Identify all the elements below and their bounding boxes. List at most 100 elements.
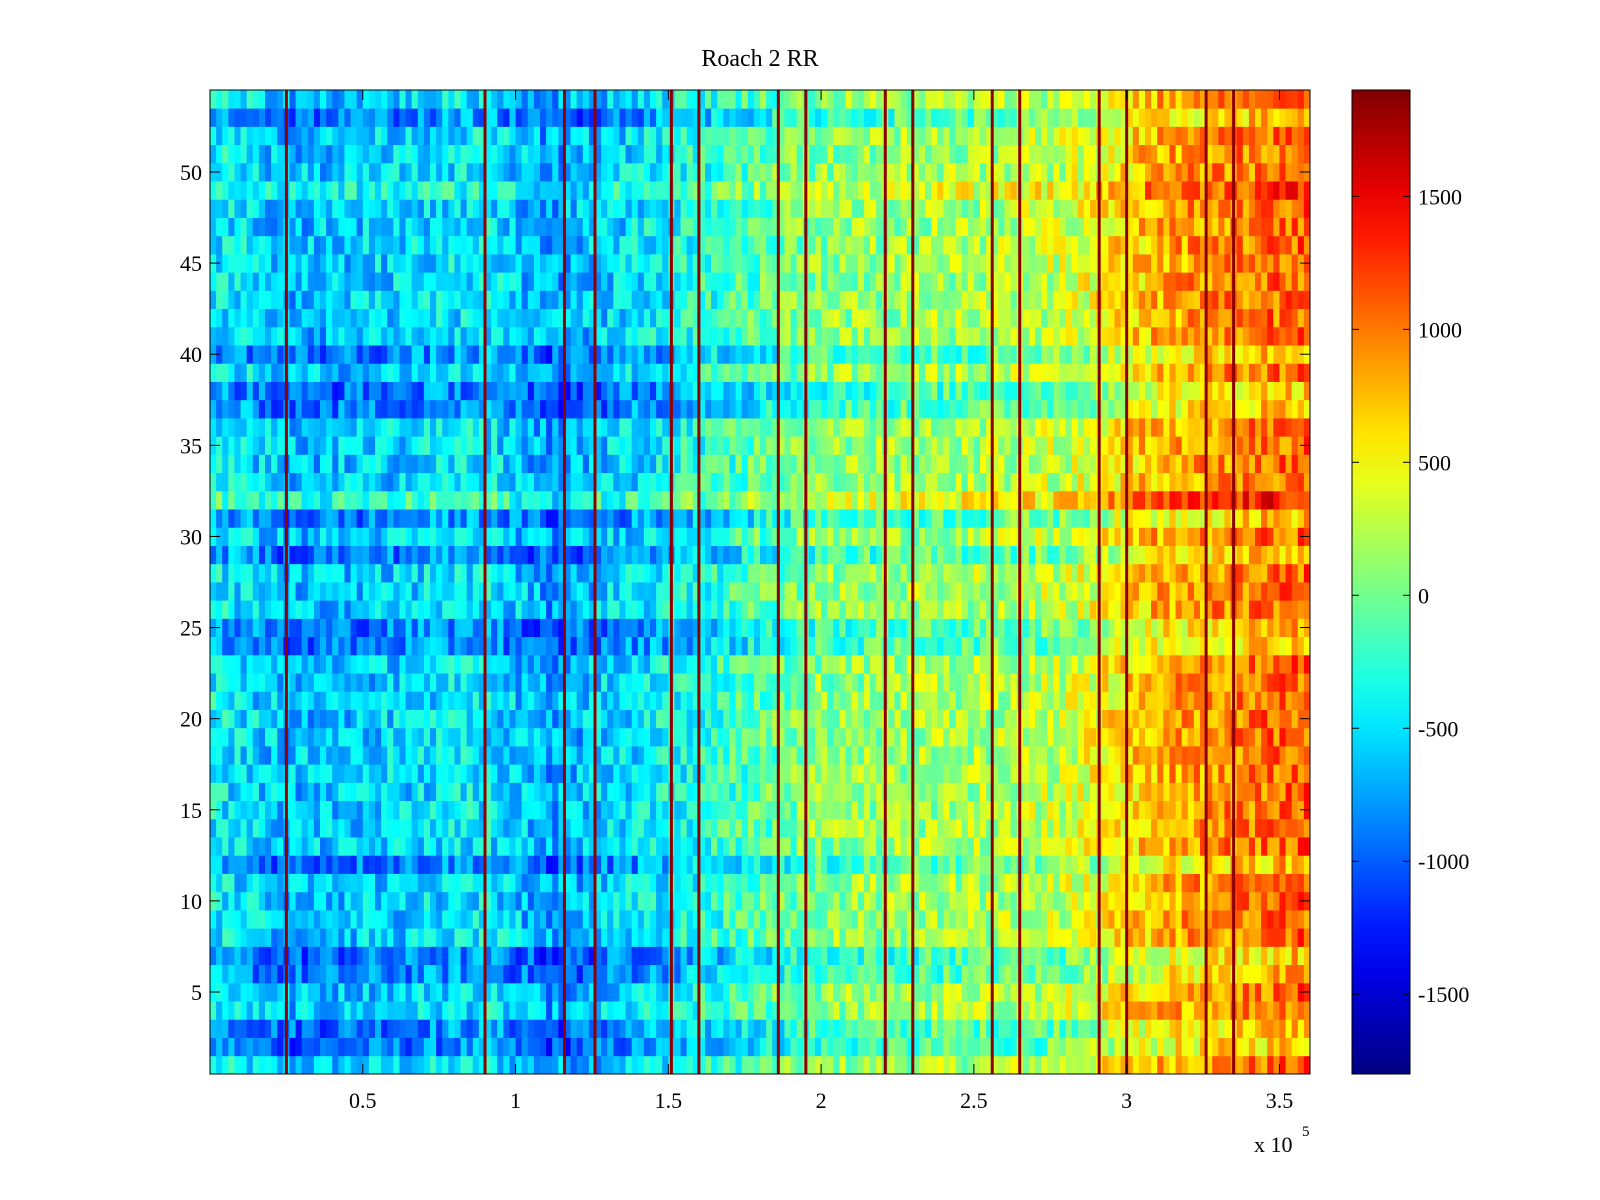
heatmap-cell xyxy=(1187,873,1195,893)
heatmap-cell xyxy=(576,891,584,911)
heatmap-cell xyxy=(1126,800,1134,820)
heatmap-cell xyxy=(925,654,932,674)
heatmap-cell xyxy=(857,982,865,1002)
heatmap-cell xyxy=(925,582,932,601)
heatmap-cell xyxy=(509,636,516,656)
heatmap-cell xyxy=(631,891,639,911)
heatmap-cell xyxy=(607,946,614,966)
heatmap-cell xyxy=(564,709,571,729)
heatmap-cell xyxy=(240,764,248,783)
heatmap-cell xyxy=(552,910,559,929)
heatmap-cell xyxy=(607,673,614,692)
heatmap-cell xyxy=(1218,1055,1225,1074)
heatmap-cell xyxy=(650,800,657,820)
heatmap-cell xyxy=(466,563,474,583)
heatmap-cell xyxy=(955,727,963,747)
heatmap-cell xyxy=(417,800,425,820)
heatmap-cell xyxy=(705,891,712,911)
heatmap-cell xyxy=(747,964,755,984)
heatmap-cell xyxy=(1181,818,1189,838)
heatmap-cell xyxy=(472,837,480,856)
heatmap-cell xyxy=(796,746,804,765)
heatmap-cell xyxy=(326,818,333,838)
heatmap-cell xyxy=(943,946,950,966)
heatmap-cell xyxy=(332,1001,339,1020)
heatmap-cell xyxy=(961,800,969,820)
heatmap-cell xyxy=(381,1037,388,1057)
heatmap-cell xyxy=(1004,691,1011,710)
heatmap-cell xyxy=(381,764,388,783)
heatmap-cell xyxy=(210,1055,217,1074)
heatmap-cell xyxy=(815,1037,822,1057)
heatmap-cell xyxy=(570,600,578,619)
heatmap-cell xyxy=(552,654,559,674)
heatmap-cell xyxy=(906,1037,914,1057)
heatmap-cell xyxy=(900,709,908,729)
heatmap-cell xyxy=(1193,746,1201,765)
heatmap-cell xyxy=(326,873,333,893)
heatmap-cell xyxy=(393,1001,400,1020)
heatmap-cell xyxy=(1114,746,1121,765)
heatmap-cell xyxy=(289,964,296,984)
heatmap-cell xyxy=(1261,837,1268,856)
heatmap-cell xyxy=(1267,964,1274,984)
heatmap-cell xyxy=(527,582,535,601)
heatmap-cell xyxy=(1126,636,1134,656)
heatmap-cell xyxy=(1047,818,1054,838)
heatmap-cell xyxy=(521,928,529,947)
heatmap-cell xyxy=(595,1019,602,1038)
heatmap-cell xyxy=(1114,800,1121,820)
heatmap-cell xyxy=(778,618,785,638)
heatmap-cell xyxy=(784,964,791,984)
heatmap-cell xyxy=(466,582,474,601)
heatmap-cell xyxy=(442,673,449,692)
heatmap-cell xyxy=(735,1019,743,1038)
heatmap-cell xyxy=(313,582,321,601)
heatmap-cell xyxy=(216,1037,223,1057)
heatmap-cell xyxy=(857,1001,865,1020)
heatmap-cell xyxy=(252,636,260,656)
heatmap-cell xyxy=(271,818,278,838)
heatmap-cell xyxy=(1200,654,1207,674)
heatmap-cell xyxy=(1248,727,1256,747)
heatmap-cell xyxy=(1157,818,1164,838)
heatmap-cell xyxy=(570,746,578,765)
heatmap-cell xyxy=(613,764,620,783)
heatmap-cell xyxy=(527,600,535,619)
heatmap-cell xyxy=(564,618,571,638)
heatmap-cell xyxy=(454,855,461,874)
heatmap-cell xyxy=(417,727,425,747)
heatmap-cell xyxy=(1242,982,1250,1002)
heatmap-cell xyxy=(393,837,400,856)
heatmap-cell xyxy=(332,891,339,911)
heatmap-cell xyxy=(1071,673,1079,692)
heatmap-cell xyxy=(1028,800,1036,820)
heatmap-cell xyxy=(1090,910,1097,929)
heatmap-cell xyxy=(1181,636,1189,656)
heatmap-cell xyxy=(326,1037,333,1057)
heatmap-cell xyxy=(576,727,584,747)
heatmap-cell xyxy=(478,582,486,601)
heatmap-cell xyxy=(228,1055,235,1074)
heatmap-cell xyxy=(356,818,364,838)
heatmap-cell xyxy=(698,928,706,947)
heatmap-cell xyxy=(411,1001,419,1020)
heatmap-cell xyxy=(961,928,969,947)
heatmap-cell xyxy=(1193,818,1201,838)
heatmap-cell xyxy=(344,764,351,783)
heatmap-cell xyxy=(1083,582,1091,601)
heatmap-cell xyxy=(277,891,284,911)
heatmap-cell xyxy=(448,1037,455,1057)
heatmap-cell xyxy=(399,746,406,765)
heatmap-cell xyxy=(729,746,736,765)
heatmap-cell xyxy=(558,1001,565,1020)
heatmap-cell xyxy=(607,782,614,802)
heatmap-cell xyxy=(851,964,859,984)
heatmap-cell xyxy=(527,727,535,747)
heatmap-cell xyxy=(1279,782,1286,802)
heatmap-cell xyxy=(338,727,345,747)
heatmap-cell xyxy=(295,946,303,966)
heatmap-cell xyxy=(607,691,614,710)
heatmap-cell xyxy=(607,837,614,856)
heatmap-cell xyxy=(680,891,688,911)
